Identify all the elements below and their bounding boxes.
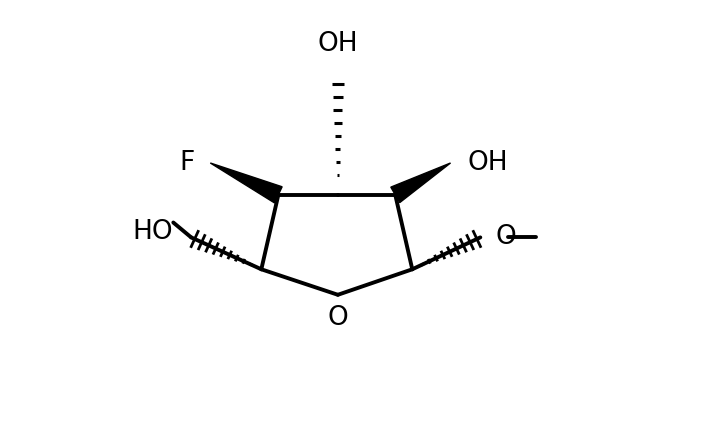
Text: O: O	[496, 224, 516, 250]
Text: F: F	[179, 150, 195, 176]
Text: O: O	[328, 306, 348, 331]
Text: HO: HO	[133, 219, 174, 245]
Polygon shape	[391, 163, 451, 202]
Text: OH: OH	[318, 31, 358, 56]
Text: OH: OH	[468, 150, 508, 176]
Polygon shape	[211, 163, 282, 203]
